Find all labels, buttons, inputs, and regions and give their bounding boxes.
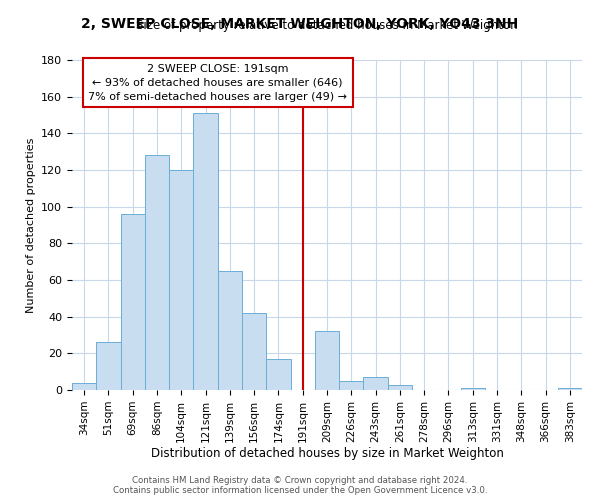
Title: Size of property relative to detached houses in Market Weighton: Size of property relative to detached ho…	[136, 20, 518, 32]
Bar	[315, 332, 339, 390]
Bar	[266, 359, 290, 390]
Bar	[364, 377, 388, 390]
Text: 2 SWEEP CLOSE: 191sqm
← 93% of detached houses are smaller (646)
7% of semi-deta: 2 SWEEP CLOSE: 191sqm ← 93% of detached …	[88, 64, 347, 102]
Bar	[461, 388, 485, 390]
Bar	[169, 170, 193, 390]
Text: 2, SWEEP CLOSE, MARKET WEIGHTON, YORK, YO43 3NH: 2, SWEEP CLOSE, MARKET WEIGHTON, YORK, Y…	[82, 18, 518, 32]
Y-axis label: Number of detached properties: Number of detached properties	[26, 138, 35, 312]
Bar	[72, 382, 96, 390]
Text: Contains HM Land Registry data © Crown copyright and database right 2024.
Contai: Contains HM Land Registry data © Crown c…	[113, 476, 487, 495]
Bar	[242, 313, 266, 390]
Bar	[145, 156, 169, 390]
Bar	[558, 388, 582, 390]
Bar	[96, 342, 121, 390]
Bar	[121, 214, 145, 390]
Bar	[388, 384, 412, 390]
Bar	[339, 381, 364, 390]
Bar	[193, 113, 218, 390]
Bar	[218, 271, 242, 390]
X-axis label: Distribution of detached houses by size in Market Weighton: Distribution of detached houses by size …	[151, 448, 503, 460]
